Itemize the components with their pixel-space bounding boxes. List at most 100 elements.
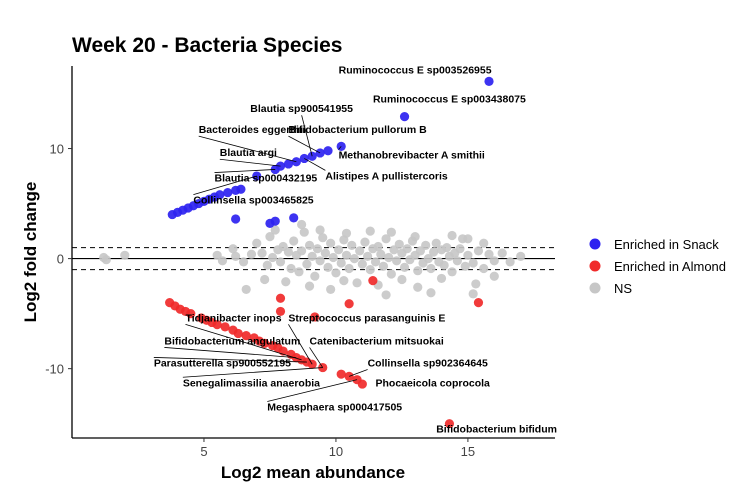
ns-points <box>99 219 526 300</box>
ns-point <box>384 252 394 263</box>
legend-marker-almond <box>589 260 601 272</box>
annotation-label: Blautia sp000432195 <box>215 173 318 185</box>
ns-point <box>336 258 346 268</box>
snack-point <box>399 112 410 122</box>
annotation-leader <box>309 347 324 368</box>
annotation-leader <box>198 135 297 163</box>
almond-point <box>241 331 251 341</box>
ns-point <box>320 248 330 258</box>
y-tick-label: 0 <box>57 252 64 267</box>
snack-point <box>484 76 494 87</box>
ns-point <box>347 240 357 250</box>
ns-point <box>410 231 420 242</box>
y-tick-label: -10 <box>45 362 64 377</box>
ns-point <box>442 242 452 253</box>
snack-point <box>289 213 299 223</box>
annotation-label: Parasutterella sp900552195 <box>154 357 291 369</box>
legend-label-ns: NS <box>614 281 632 296</box>
almond-point <box>336 369 346 379</box>
annotation-label: Catenibacterium mitsuokai <box>310 335 444 347</box>
annotation-label: Phocaeicola coprocola <box>376 377 491 389</box>
ns-point <box>447 230 457 241</box>
ns-point <box>312 244 323 254</box>
ns-point <box>302 259 312 269</box>
ns-point <box>473 246 484 256</box>
ns-point <box>360 237 370 247</box>
axes <box>71 66 555 439</box>
snack-point <box>323 146 333 156</box>
annotation-label: Bacteroides eggerthii <box>199 124 306 136</box>
annotation-leader <box>301 115 313 157</box>
ns-point <box>381 234 391 244</box>
ns-point <box>497 248 507 258</box>
ns-point <box>275 257 286 267</box>
ns-point <box>265 231 275 242</box>
annotation-leader <box>267 379 358 402</box>
almond-point <box>220 322 230 332</box>
ns-point <box>428 247 439 257</box>
ns-point <box>397 274 407 285</box>
ns-point <box>516 251 526 262</box>
ns-point <box>479 263 489 274</box>
ns-point <box>402 244 412 254</box>
annotation-leader <box>348 369 368 377</box>
almond-point <box>186 309 196 319</box>
ns-point <box>241 284 251 295</box>
almond-point <box>310 312 320 322</box>
ns-point <box>315 256 325 266</box>
ns-point <box>331 268 341 278</box>
ns-point <box>426 288 436 298</box>
ns-point <box>373 241 383 252</box>
almond-point <box>275 306 286 317</box>
annotation-label: Bifidobacterium angulatum <box>164 335 300 347</box>
ticks: 5 10 15 -10 0 10 <box>45 142 475 459</box>
annotation-leader <box>214 169 276 173</box>
ns-point <box>505 257 515 267</box>
annotation-label: Ruminococcus E sp003438075 <box>373 93 526 105</box>
ns-point <box>283 247 294 257</box>
annotation-label: Alistipes A pullistercoris <box>325 170 447 182</box>
annotation-label: Bifidobacterium bifidum <box>436 423 557 435</box>
ns-point <box>455 244 465 254</box>
annotation-label: Megasphaera sp000417505 <box>267 401 402 413</box>
ns-point <box>238 257 249 267</box>
ns-point <box>333 245 344 255</box>
ns-point <box>436 273 447 284</box>
ns-point <box>257 248 267 258</box>
snack-point <box>236 184 246 194</box>
snack-point <box>283 159 294 169</box>
ns-point <box>439 260 449 270</box>
annotation-label: Tidjanibacter inops <box>185 312 281 324</box>
snack-point <box>215 190 225 200</box>
ns-point <box>413 266 423 276</box>
almond-point <box>344 299 354 309</box>
ns-point <box>376 249 386 259</box>
ns-point <box>326 284 336 295</box>
ns-point <box>355 246 365 256</box>
ns-point <box>431 238 441 248</box>
ns-point <box>326 238 336 248</box>
legend-marker-ns <box>589 282 601 294</box>
ns-point <box>299 227 309 237</box>
annotation-label: Collinsella sp003465825 <box>193 195 313 207</box>
ns-point <box>270 225 280 235</box>
annotation-leader <box>288 135 321 154</box>
ns-point <box>365 226 375 236</box>
ns-point <box>315 225 325 235</box>
ns-point <box>413 282 423 292</box>
ns-point <box>365 265 375 275</box>
ns-point <box>344 263 354 274</box>
almond-point <box>473 298 484 308</box>
annotation-label: Ruminococcus E sp003526955 <box>339 65 492 77</box>
legend: Enriched in Snack Enriched in Almond NS <box>589 237 726 296</box>
legend-label-snack: Enriched in Snack <box>614 237 719 252</box>
x-tick-label: 5 <box>200 444 207 459</box>
ns-point <box>246 249 257 259</box>
annotation-label: Collinsella sp902364645 <box>368 357 488 369</box>
ns-point <box>386 227 396 237</box>
almond-point <box>233 328 243 339</box>
ns-point <box>392 256 402 266</box>
ns-point <box>394 239 404 249</box>
ns-point <box>370 257 381 267</box>
annotation-label: Blautia sp900541955 <box>250 103 353 115</box>
